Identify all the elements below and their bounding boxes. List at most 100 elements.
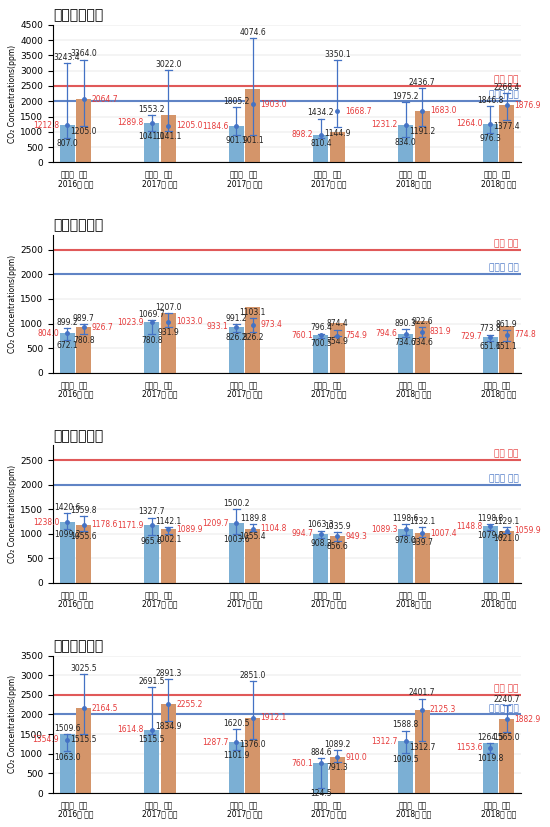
Bar	[415, 710, 430, 793]
Text: 884.6: 884.6	[310, 748, 332, 757]
Text: 2164.5: 2164.5	[91, 704, 118, 713]
Text: 1063.3: 1063.3	[307, 520, 334, 529]
Text: 1019.8: 1019.8	[477, 754, 503, 763]
Text: 1515.5: 1515.5	[139, 734, 165, 743]
Bar	[161, 115, 176, 162]
Text: 대구도시철도: 대구도시철도	[53, 428, 103, 442]
Text: 비혼잡: 비혼잡	[399, 801, 412, 810]
Text: 796.4: 796.4	[310, 323, 332, 332]
Text: 899.2: 899.2	[56, 318, 78, 327]
Text: 1264.5: 1264.5	[477, 734, 503, 742]
Bar	[76, 327, 91, 373]
Text: 1509.6: 1509.6	[54, 724, 80, 733]
Text: 혼잡: 혼잡	[164, 801, 173, 810]
Text: 1975.2: 1975.2	[392, 92, 419, 101]
Bar	[415, 533, 430, 583]
Bar	[229, 327, 244, 373]
Text: 혼잡: 혼잡	[333, 170, 342, 179]
Text: 1069.7: 1069.7	[139, 310, 165, 319]
Text: 부산도시철도: 부산도시철도	[53, 639, 103, 653]
Text: 비혼잡: 비혼잡	[145, 170, 158, 179]
Text: 비혼잡: 비혼잡	[229, 381, 243, 390]
Text: 774.8: 774.8	[514, 330, 536, 339]
Text: 1142.1: 1142.1	[155, 517, 182, 525]
Text: 1003.6: 1003.6	[223, 535, 250, 544]
Text: 3025.5: 3025.5	[70, 664, 97, 673]
Text: 비혼잡: 비혼잡	[229, 801, 243, 810]
Text: 804.0: 804.0	[37, 328, 59, 337]
Text: 1231.2: 1231.2	[371, 120, 398, 129]
Text: 1289.8: 1289.8	[118, 118, 144, 127]
Bar	[229, 127, 244, 162]
Text: 혼잡: 혼잡	[79, 591, 89, 600]
Text: 혼잡: 혼잡	[248, 381, 257, 390]
Text: 혼잡: 혼잡	[333, 801, 342, 810]
Bar	[161, 529, 176, 583]
Text: 1104.8: 1104.8	[261, 524, 287, 533]
Text: 1089.9: 1089.9	[176, 525, 202, 533]
Text: 1184.6: 1184.6	[202, 122, 228, 131]
Bar	[330, 758, 345, 793]
Text: 비혼잡: 비혼잡	[314, 591, 328, 600]
Text: 1620.5: 1620.5	[223, 719, 250, 728]
Text: 939.7: 939.7	[411, 538, 433, 547]
Bar	[314, 534, 328, 583]
Text: 908.2: 908.2	[310, 539, 332, 548]
Text: 1191.2: 1191.2	[409, 127, 435, 136]
Bar	[144, 323, 159, 373]
Text: 비혼잡 시간: 비혼잡 시간	[489, 91, 519, 99]
Text: 754.9: 754.9	[327, 337, 348, 346]
Text: 비혼잡: 비혼잡	[60, 591, 74, 600]
Bar	[245, 528, 260, 583]
Bar	[482, 743, 498, 793]
Bar	[482, 527, 498, 583]
Text: 비혼잡: 비혼잡	[399, 170, 412, 179]
Bar	[144, 525, 159, 583]
Text: 혼잡: 혼잡	[79, 381, 89, 390]
Text: 1089.2: 1089.2	[324, 740, 351, 749]
Text: 1359.8: 1359.8	[70, 506, 97, 515]
Text: 혼잡: 혼잡	[164, 591, 173, 600]
Text: 826.2: 826.2	[226, 333, 247, 342]
Text: 비혼잡: 비혼잡	[483, 801, 497, 810]
Text: 2018년 춘계: 2018년 춘계	[396, 810, 431, 819]
Text: 791.3: 791.3	[327, 763, 348, 772]
Bar	[76, 708, 91, 793]
Text: 비혼잡: 비혼잡	[314, 381, 328, 390]
Text: 780.8: 780.8	[141, 336, 163, 345]
Text: 2255.2: 2255.2	[176, 700, 202, 709]
Text: 973.4: 973.4	[261, 320, 283, 329]
Text: 1205.0: 1205.0	[176, 121, 202, 130]
Text: 3364.0: 3364.0	[70, 50, 97, 59]
Text: 989.7: 989.7	[73, 313, 95, 323]
Text: 2017년 동계: 2017년 동계	[142, 600, 178, 609]
Text: 2017년 하계: 2017년 하계	[311, 179, 347, 188]
Text: 734.6: 734.6	[394, 337, 416, 347]
Bar	[245, 88, 260, 162]
Text: 1178.6: 1178.6	[91, 520, 118, 529]
Text: 혼잡: 혼잡	[164, 170, 173, 179]
Bar	[330, 323, 345, 373]
Text: 926.7: 926.7	[91, 323, 113, 332]
Bar	[482, 337, 498, 373]
Text: 976.3: 976.3	[479, 134, 501, 143]
Text: 혼잡: 혼잡	[417, 381, 427, 390]
Text: 혼잡: 혼잡	[502, 801, 512, 810]
Text: 1023.9: 1023.9	[117, 318, 144, 327]
Text: 1209.7: 1209.7	[202, 519, 228, 528]
Text: 672.1: 672.1	[56, 341, 78, 350]
Text: 1264.0: 1264.0	[456, 119, 482, 128]
Text: 651.1: 651.1	[496, 342, 518, 351]
Bar	[161, 705, 176, 793]
Text: 874.4: 874.4	[327, 319, 348, 328]
Text: 978.0: 978.0	[395, 536, 416, 545]
Bar	[398, 125, 413, 162]
Text: 비혼잡: 비혼잡	[60, 801, 74, 810]
Text: 비혼잡: 비혼잡	[399, 381, 412, 390]
Text: 2018년 하계: 2018년 하계	[481, 179, 516, 188]
Text: 2891.3: 2891.3	[155, 669, 182, 678]
Text: 1683.0: 1683.0	[430, 107, 456, 116]
Text: 3350.1: 3350.1	[324, 50, 351, 59]
Text: 1198.6: 1198.6	[392, 514, 419, 523]
Text: 2851.0: 2851.0	[240, 671, 266, 680]
